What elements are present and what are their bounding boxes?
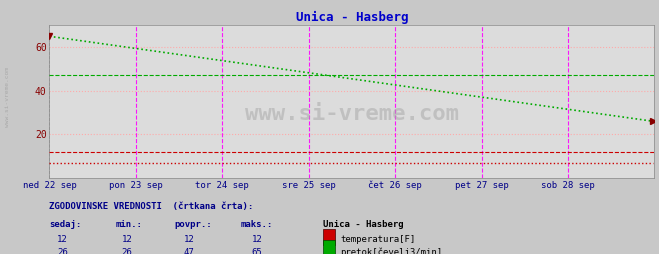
Text: 26: 26 [122, 248, 132, 254]
Text: povpr.:: povpr.: [175, 220, 212, 229]
Text: 26: 26 [57, 248, 68, 254]
Text: 65: 65 [252, 248, 262, 254]
Text: pretok[čevelj3/min]: pretok[čevelj3/min] [340, 248, 442, 254]
Text: min.:: min.: [115, 220, 142, 229]
Text: ZGODOVINSKE VREDNOSTI  (črtkana črta):: ZGODOVINSKE VREDNOSTI (črtkana črta): [49, 202, 254, 211]
Text: 47: 47 [184, 248, 194, 254]
Text: 12: 12 [57, 235, 68, 244]
Title: Unica - Hasberg: Unica - Hasberg [296, 11, 408, 24]
Text: www.si-vreme.com: www.si-vreme.com [5, 67, 11, 126]
Text: 12: 12 [252, 235, 262, 244]
Text: 12: 12 [184, 235, 194, 244]
Text: Unica - Hasberg: Unica - Hasberg [323, 220, 403, 229]
Text: maks.:: maks.: [241, 220, 273, 229]
Text: 12: 12 [122, 235, 132, 244]
Text: sedaj:: sedaj: [49, 220, 82, 229]
Text: temperatura[F]: temperatura[F] [340, 235, 415, 244]
Text: www.si-vreme.com: www.si-vreme.com [245, 104, 459, 124]
